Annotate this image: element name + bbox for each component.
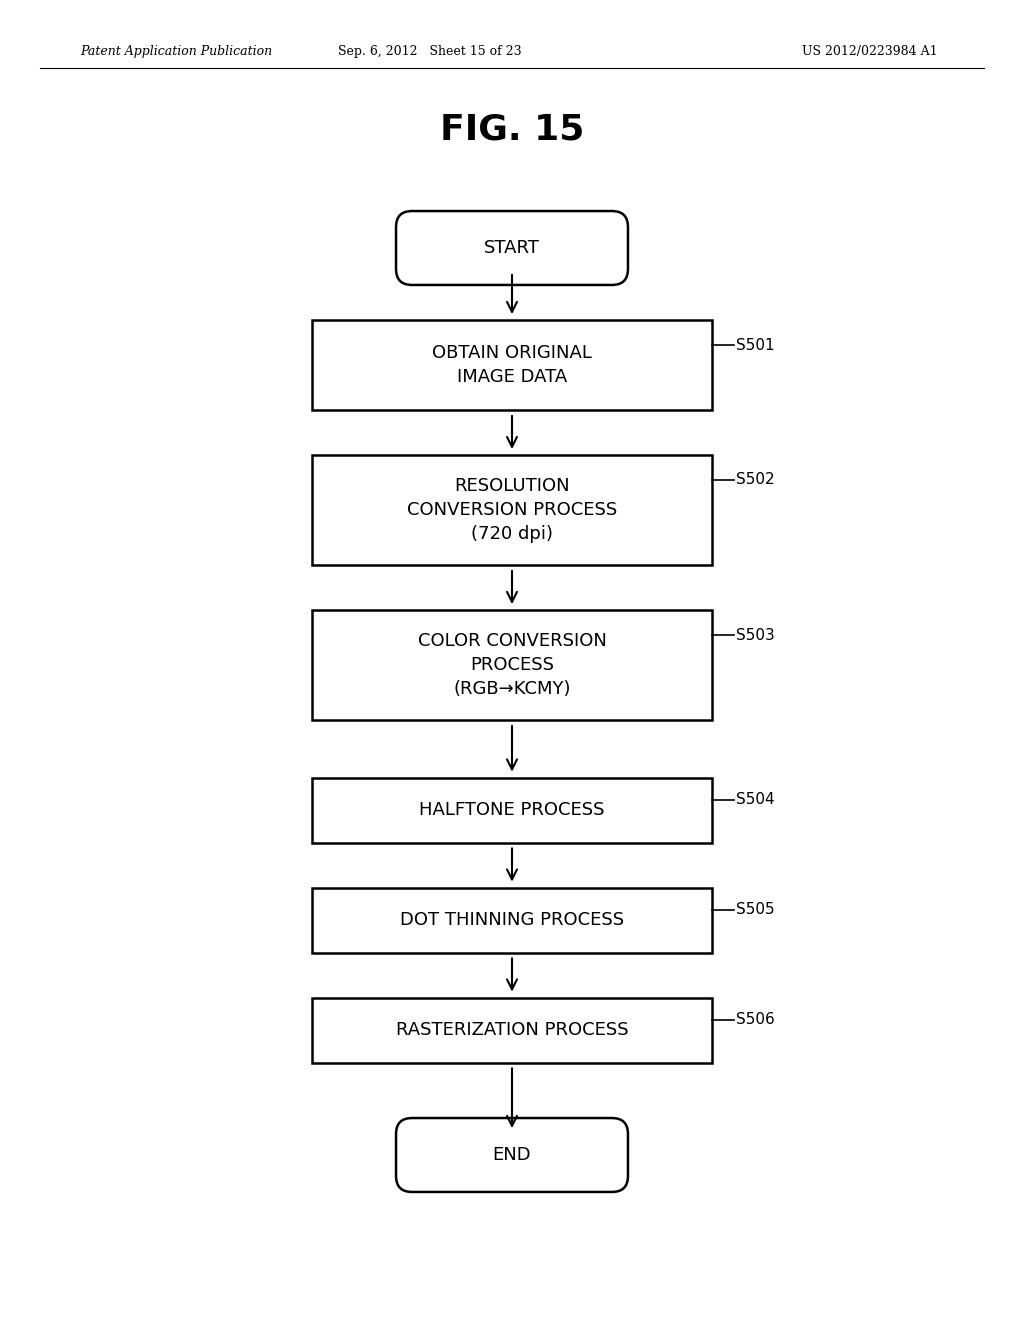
Bar xyxy=(312,998,712,1063)
Text: HALFTONE PROCESS: HALFTONE PROCESS xyxy=(419,801,605,818)
Text: S505: S505 xyxy=(736,903,774,917)
Text: RESOLUTION
CONVERSION PROCESS
(720 dpi): RESOLUTION CONVERSION PROCESS (720 dpi) xyxy=(407,478,617,543)
Bar xyxy=(312,319,712,411)
Bar xyxy=(312,777,712,842)
Text: Patent Application Publication: Patent Application Publication xyxy=(80,45,272,58)
Text: COLOR CONVERSION
PROCESS
(RGB→KCMY): COLOR CONVERSION PROCESS (RGB→KCMY) xyxy=(418,632,606,697)
Text: S502: S502 xyxy=(736,473,774,487)
Text: S503: S503 xyxy=(736,627,775,643)
Bar xyxy=(312,610,712,719)
Text: S504: S504 xyxy=(736,792,774,808)
Bar xyxy=(312,887,712,953)
Text: END: END xyxy=(493,1146,531,1164)
Text: OBTAIN ORIGINAL
IMAGE DATA: OBTAIN ORIGINAL IMAGE DATA xyxy=(432,345,592,385)
Text: S501: S501 xyxy=(736,338,774,352)
Text: DOT THINNING PROCESS: DOT THINNING PROCESS xyxy=(400,911,624,929)
Bar xyxy=(312,455,712,565)
Text: FIG. 15: FIG. 15 xyxy=(440,114,584,147)
Text: START: START xyxy=(484,239,540,257)
Text: Sep. 6, 2012   Sheet 15 of 23: Sep. 6, 2012 Sheet 15 of 23 xyxy=(338,45,522,58)
FancyBboxPatch shape xyxy=(396,1118,628,1192)
Text: RASTERIZATION PROCESS: RASTERIZATION PROCESS xyxy=(395,1020,629,1039)
FancyBboxPatch shape xyxy=(396,211,628,285)
Text: US 2012/0223984 A1: US 2012/0223984 A1 xyxy=(802,45,938,58)
Text: S506: S506 xyxy=(736,1012,775,1027)
